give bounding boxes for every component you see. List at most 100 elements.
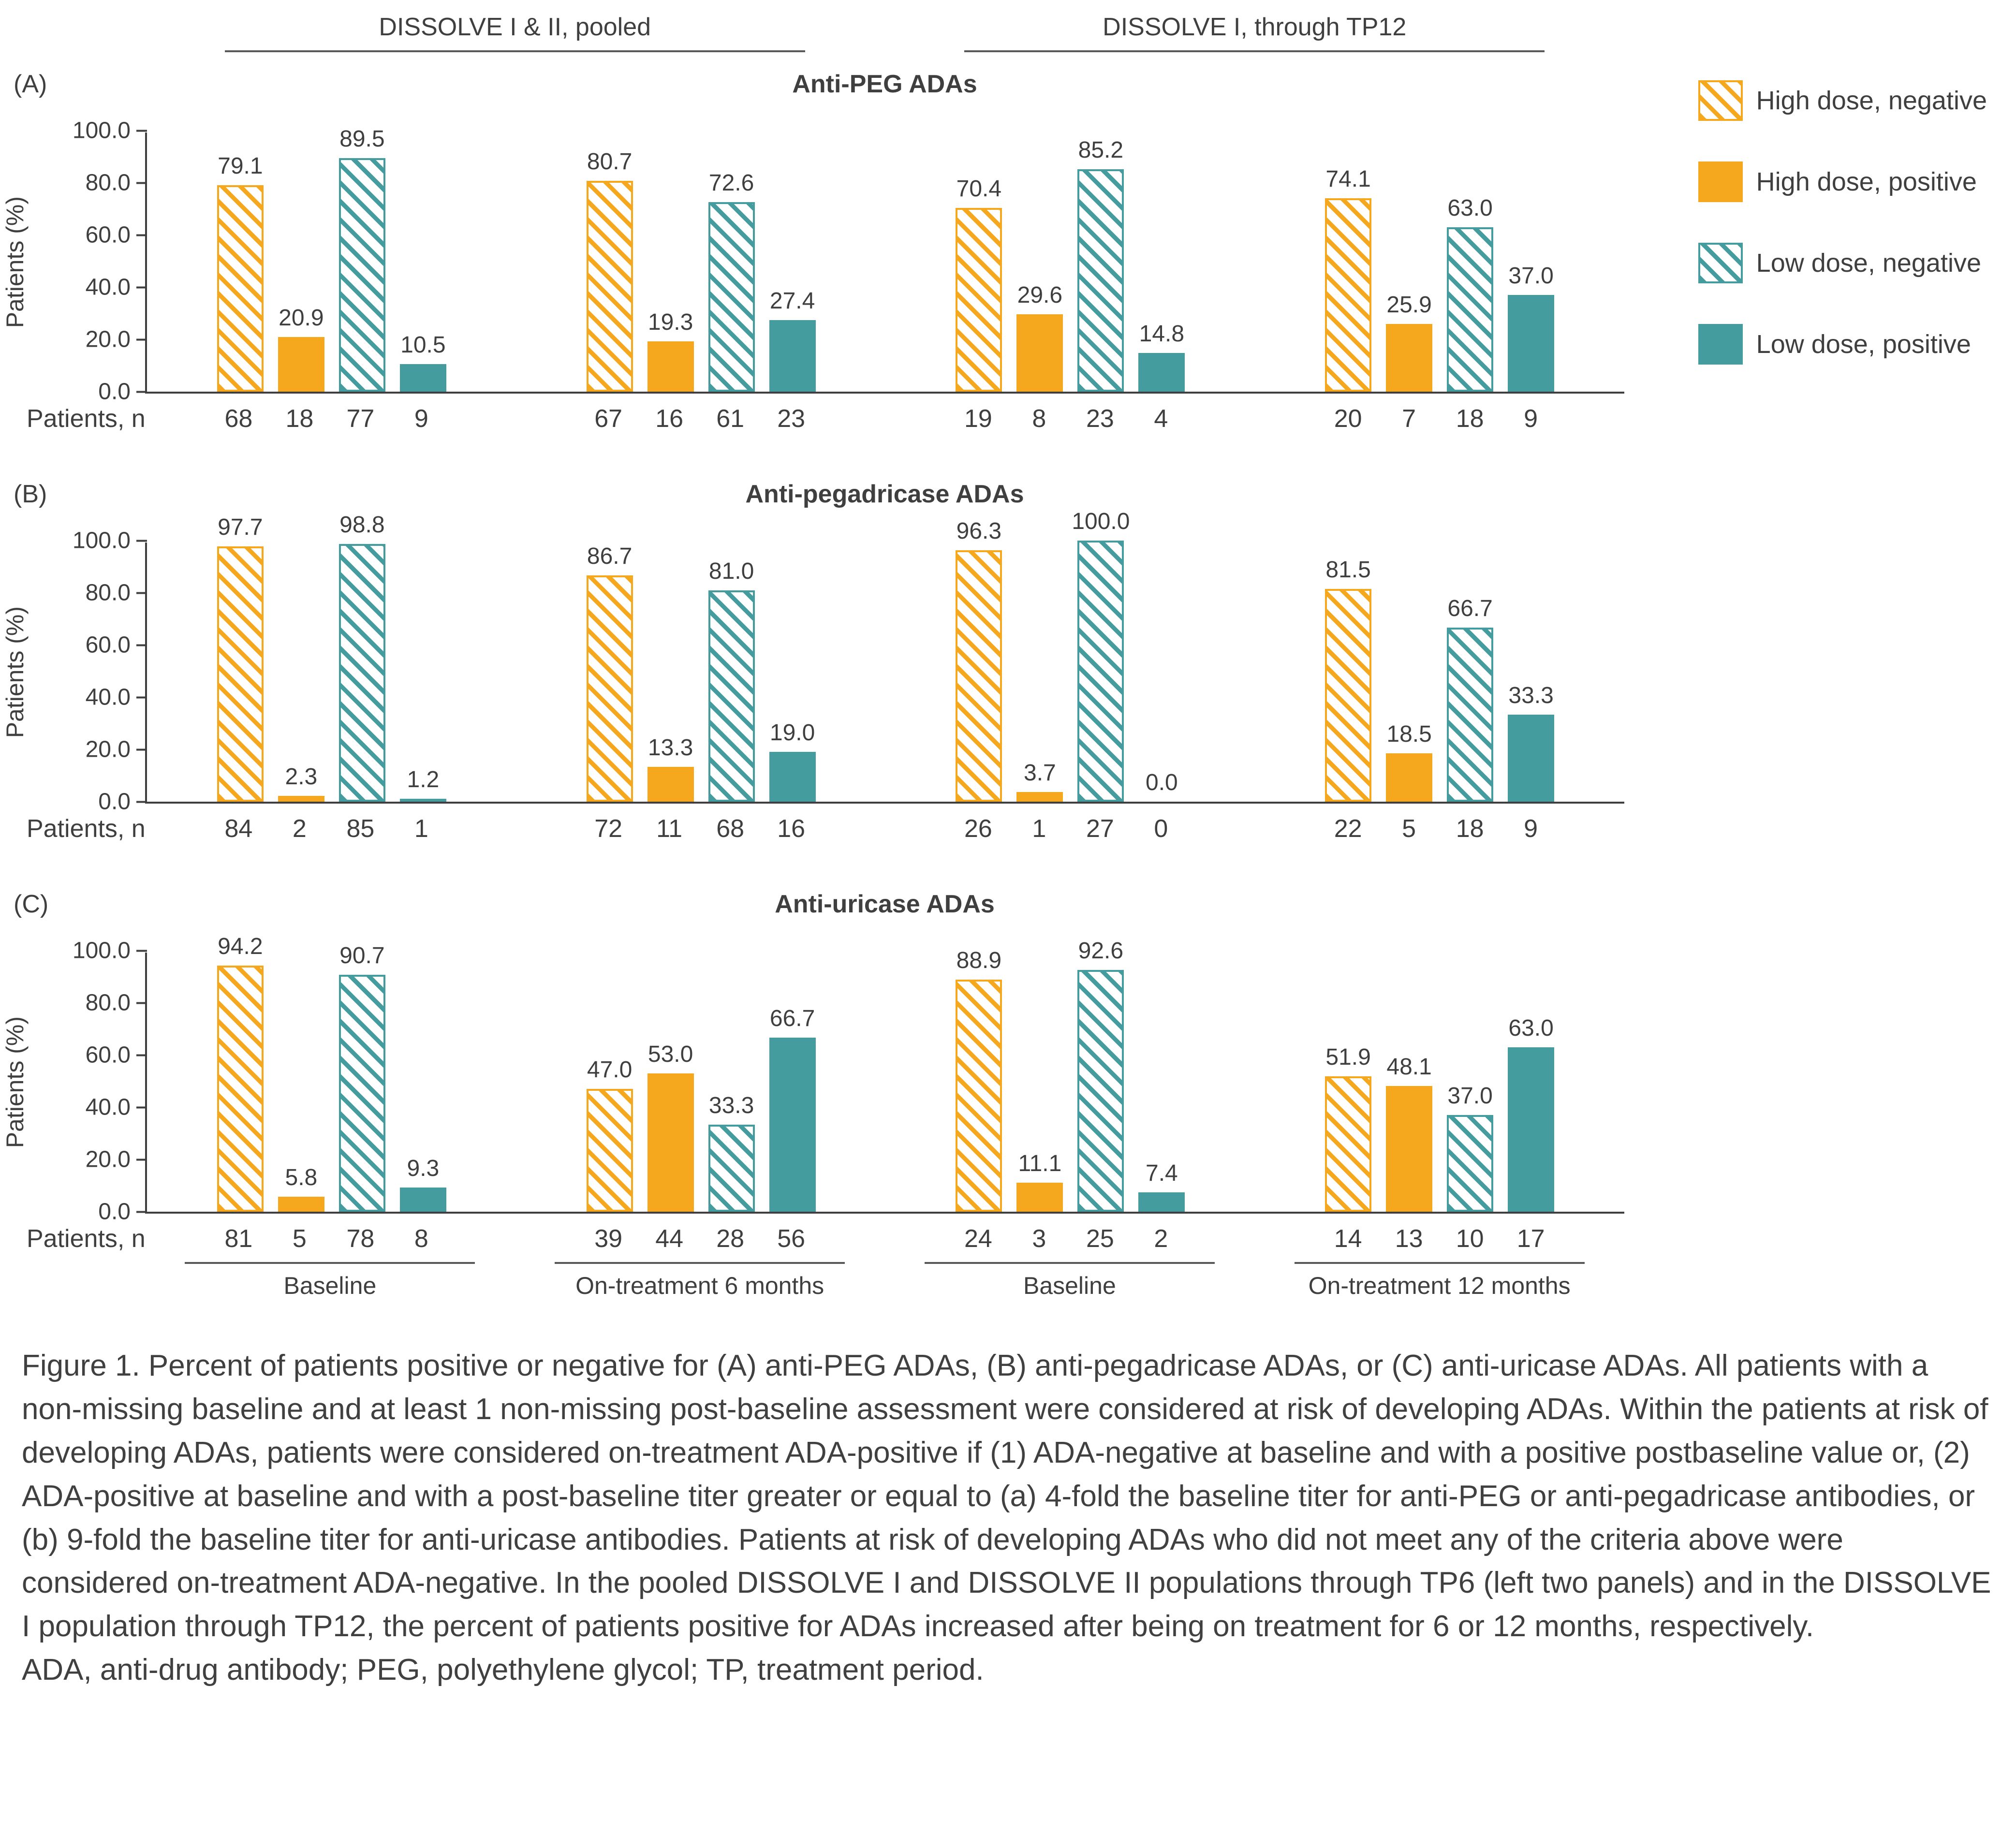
bar-cell: 85.2: [1077, 132, 1124, 392]
n-value: 14: [1334, 1225, 1362, 1253]
bar-value-label: 0.0: [1146, 770, 1178, 795]
n-value: 9: [1524, 815, 1538, 843]
bar-value-label: 29.6: [1017, 282, 1063, 308]
bar-value-label: 63.0: [1447, 195, 1493, 221]
y-axis-tick-40: 40.0: [26, 274, 147, 301]
n-group: 19 8 23 4: [955, 404, 1184, 433]
bar-value-label: 81.5: [1325, 557, 1371, 583]
n-value: 10: [1456, 1225, 1484, 1253]
bar-cell: 18.5: [1386, 543, 1433, 802]
n-value: 44: [655, 1225, 684, 1253]
cohort-group: 70.4 29.6 85.2 14.8 74.1 25.9 63.0 37.0: [886, 132, 1625, 392]
bar-cell: 29.6: [1016, 132, 1063, 392]
n-value: 78: [346, 1225, 375, 1253]
caption-abbreviations: ADA, anti-drug antibody; PEG, polyethyle…: [22, 1653, 984, 1687]
n-value: 2: [292, 815, 307, 843]
y-axis-tick-60: 60.0: [26, 632, 147, 659]
n-value: 4: [1154, 405, 1168, 433]
panel-letter-B: (B): [14, 480, 47, 508]
bar-value-label: 1.2: [407, 766, 440, 792]
timepoint-label: On-treatment 12 months: [1294, 1262, 1585, 1300]
y-axis-tick-0: 0.0: [26, 789, 147, 815]
y-tick-label: 60.0: [85, 1042, 131, 1068]
bar-high-dose-negative: [956, 550, 1002, 802]
bar-low-dose-positive: [399, 1187, 446, 1212]
y-axis-label: Patients (%): [1, 132, 29, 392]
bar-cell: 70.4: [956, 132, 1002, 392]
bar-low-dose-negative: [338, 158, 385, 392]
bar-low-dose-positive: [1508, 295, 1555, 392]
n-group: 68 18 77 9: [215, 404, 444, 433]
panel-title-C: Anti-uricase ADAs: [775, 890, 995, 918]
n-group: 14 13 10 17: [1325, 1224, 1554, 1253]
n-group: 67 16 61 23: [585, 404, 814, 433]
bar-high-dose-positive: [278, 795, 324, 802]
y-tick-label: 80.0: [85, 170, 131, 196]
bar-high-dose-positive: [278, 1196, 324, 1212]
panel-A: (A) Anti-PEG ADAs Patients (%) 100.0 80.0 60.…: [0, 70, 2016, 433]
bar-high-dose-positive: [278, 337, 324, 392]
bar-value-label: 18.5: [1386, 721, 1432, 748]
figure-caption: Figure 1. Percent of patients positive o…: [22, 1344, 1994, 1692]
n-value: 7: [1402, 405, 1416, 433]
bar-cell: 37.0: [1508, 132, 1555, 392]
y-tick-mark: [136, 950, 147, 952]
n-cohort: 24 3 25 2 14 13 10 17: [885, 1224, 1625, 1253]
n-group: 81 5 78 8: [215, 1224, 444, 1253]
bar-low-dose-negative: [1077, 541, 1124, 802]
bar-value-label: 94.2: [218, 934, 263, 960]
bar-value-label: 92.6: [1078, 938, 1124, 964]
cohort-header-pooled-label: DISSOLVE I & II, pooled: [224, 13, 805, 52]
bar-value-label: 97.7: [218, 514, 263, 541]
bar-value-label: 5.8: [285, 1164, 318, 1190]
y-axis-tick-20: 20.0: [26, 736, 147, 763]
n-value: 8: [414, 1225, 428, 1253]
panel-C: (C) Anti-uricase ADAs Patients (%) 100.0 80.…: [0, 890, 2016, 1253]
y-tick-mark: [136, 338, 147, 340]
bar-low-dose-negative: [708, 202, 755, 392]
bar-low-dose-negative: [1447, 227, 1494, 392]
cohort-group: 94.2 5.8 90.7 9.3 47.0 53.0 33.3 66.7: [147, 934, 886, 1212]
bar-cell: 3.7: [1016, 543, 1063, 802]
n-value: 19: [964, 405, 992, 433]
bar-low-dose-positive: [769, 752, 816, 802]
n-group: 20 7 18 9: [1325, 404, 1554, 433]
bar-value-label: 11.1: [1018, 1151, 1062, 1177]
bar-high-dose-negative: [956, 979, 1002, 1212]
n-value: 1: [1032, 815, 1046, 843]
timepoint-labels-row: Baseline On-treatment 6 months Baseline On-…: [145, 1262, 1624, 1300]
n-value: 18: [1456, 405, 1484, 433]
bar-cell: 98.8: [338, 512, 385, 802]
y-axis-tick-80: 80.0: [26, 990, 147, 1016]
panel-head-C: (C) Anti-uricase ADAs: [0, 890, 1624, 922]
legend-swatch-low-dose-negative: [1698, 243, 1743, 283]
bar-cell: 100.0: [1072, 509, 1130, 802]
panel-title-B: Anti-pegadricase ADAs: [745, 480, 1024, 508]
bar-low-dose-negative: [1447, 627, 1494, 802]
y-axis-tick-80: 80.0: [26, 170, 147, 196]
bar-high-dose-positive: [647, 1073, 694, 1212]
legend-item-high-dose-positive: High dose, positive: [1698, 161, 1987, 202]
n-group: 24 3 25 2: [955, 1224, 1184, 1253]
legend-item-high-dose-negative: High dose, negative: [1698, 80, 1987, 121]
bar-cell: 13.3: [647, 543, 694, 802]
y-tick-label: 20.0: [85, 326, 131, 352]
panel-head-A: (A) Anti-PEG ADAs: [0, 70, 1624, 102]
bar-group: 51.9 48.1 37.0 63.0: [1325, 953, 1555, 1212]
bar-cell: 86.7: [586, 543, 633, 802]
bar-value-label: 63.0: [1508, 1015, 1554, 1041]
bar-value-label: 96.3: [956, 518, 1002, 544]
n-group: 22 5 18 9: [1325, 814, 1554, 843]
n-cohort: 81 5 78 8 39 44 28 56: [145, 1224, 885, 1253]
bar-high-dose-negative: [956, 207, 1002, 392]
n-cohort: 19 8 23 4 20 7 18 9: [885, 404, 1625, 433]
bar-low-dose-negative: [708, 590, 755, 802]
bar-value-label: 81.0: [708, 558, 754, 584]
y-axis-tick-20: 20.0: [26, 1146, 147, 1173]
n-value: 16: [777, 815, 806, 843]
bar-cell: 92.6: [1077, 938, 1124, 1212]
n-value: 22: [1334, 815, 1362, 843]
n-value: 56: [777, 1225, 806, 1253]
y-axis-tick-20: 20.0: [26, 326, 147, 353]
y-axis-label-text: Patients (%): [1, 1016, 29, 1148]
